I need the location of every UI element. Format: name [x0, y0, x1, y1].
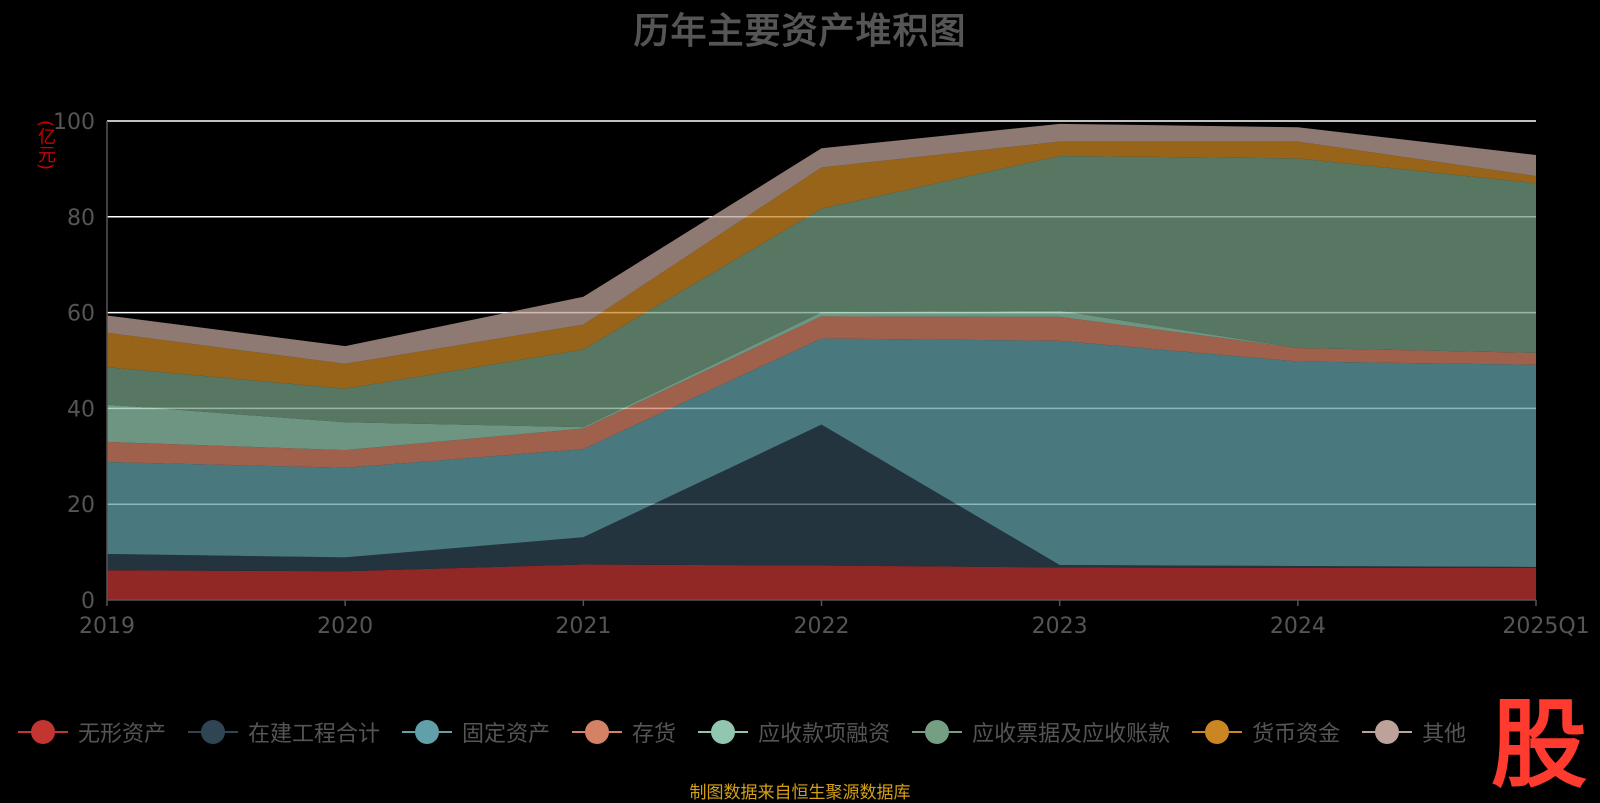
source-note: 制图数据来自恒生聚源数据库: [689, 783, 911, 803]
area-series-3: [107, 316, 1536, 468]
legend-item-6[interactable]: 货币资金: [1192, 716, 1340, 748]
legend-item-1[interactable]: 在建工程合计: [188, 716, 380, 748]
legend-label: 应收款项融资: [758, 722, 891, 747]
legend-item-3[interactable]: 存货: [572, 716, 676, 748]
x-tick-label: 2023: [1032, 614, 1088, 639]
legend-marker: [18, 720, 68, 744]
area-series: [107, 123, 1536, 600]
y-tick-label: 0: [81, 589, 95, 614]
legend-marker: [572, 720, 623, 744]
legend-item-0[interactable]: 无形资产: [18, 716, 166, 748]
y-tick-label: 60: [67, 302, 95, 327]
y-tick-label: 40: [67, 397, 95, 422]
legend-marker: [188, 720, 239, 744]
area-series-0: [107, 564, 1536, 600]
x-tick-label: 2024: [1270, 614, 1326, 639]
legend-label: 在建工程合计: [248, 722, 381, 747]
legend-marker: [1362, 720, 1413, 744]
x-tick-label: 2021: [555, 614, 611, 639]
area-series-5: [107, 155, 1536, 428]
legend-marker: [698, 720, 749, 744]
y-tick-label: 80: [67, 206, 95, 231]
y-axis-unit-label: (亿元): [35, 120, 56, 171]
legend-label: 其他: [1422, 722, 1467, 747]
legend-label: 存货: [632, 722, 677, 747]
legend-marker: [402, 720, 453, 744]
x-tick-label: 2022: [794, 614, 850, 639]
legend-label: 货币资金: [1252, 722, 1341, 747]
area-series-7: [107, 123, 1536, 364]
legend-marker: [1192, 720, 1243, 744]
legend-label: 无形资产: [78, 722, 167, 747]
legend-item-4[interactable]: 应收款项融资: [698, 716, 890, 748]
chart-title: 历年主要资产堆积图: [633, 11, 967, 52]
legend-item-7[interactable]: 其他: [1362, 716, 1466, 748]
area-series-1: [107, 424, 1536, 572]
x-tick-label: 2019: [79, 614, 135, 639]
legend-item-5[interactable]: 应收票据及应收账款: [912, 716, 1170, 748]
x-tick-label: 2025Q1: [1502, 614, 1589, 639]
logo: 股: [1491, 688, 1587, 801]
area-series-4: [107, 310, 1536, 451]
legend-marker: [912, 720, 963, 744]
legend-label: 固定资产: [462, 722, 551, 747]
legend: 无形资产 在建工程合计 固定资产 存货 应收款项融资 应收票据及应收账款 货币资金 其他: [18, 712, 1488, 752]
area-series-2: [107, 338, 1536, 567]
x-tick-label: 2020: [317, 614, 373, 639]
y-tick-label: 20: [67, 493, 95, 518]
axes: 0 20 40 60 80 100 2019 2020 2021 2022 2023 2024 2025…: [53, 110, 1590, 639]
legend-label: 应收票据及应收账款: [972, 722, 1171, 747]
legend-item-2[interactable]: 固定资产: [402, 716, 550, 748]
y-tick-label: 100: [53, 110, 95, 135]
area-series-6: [107, 141, 1536, 389]
